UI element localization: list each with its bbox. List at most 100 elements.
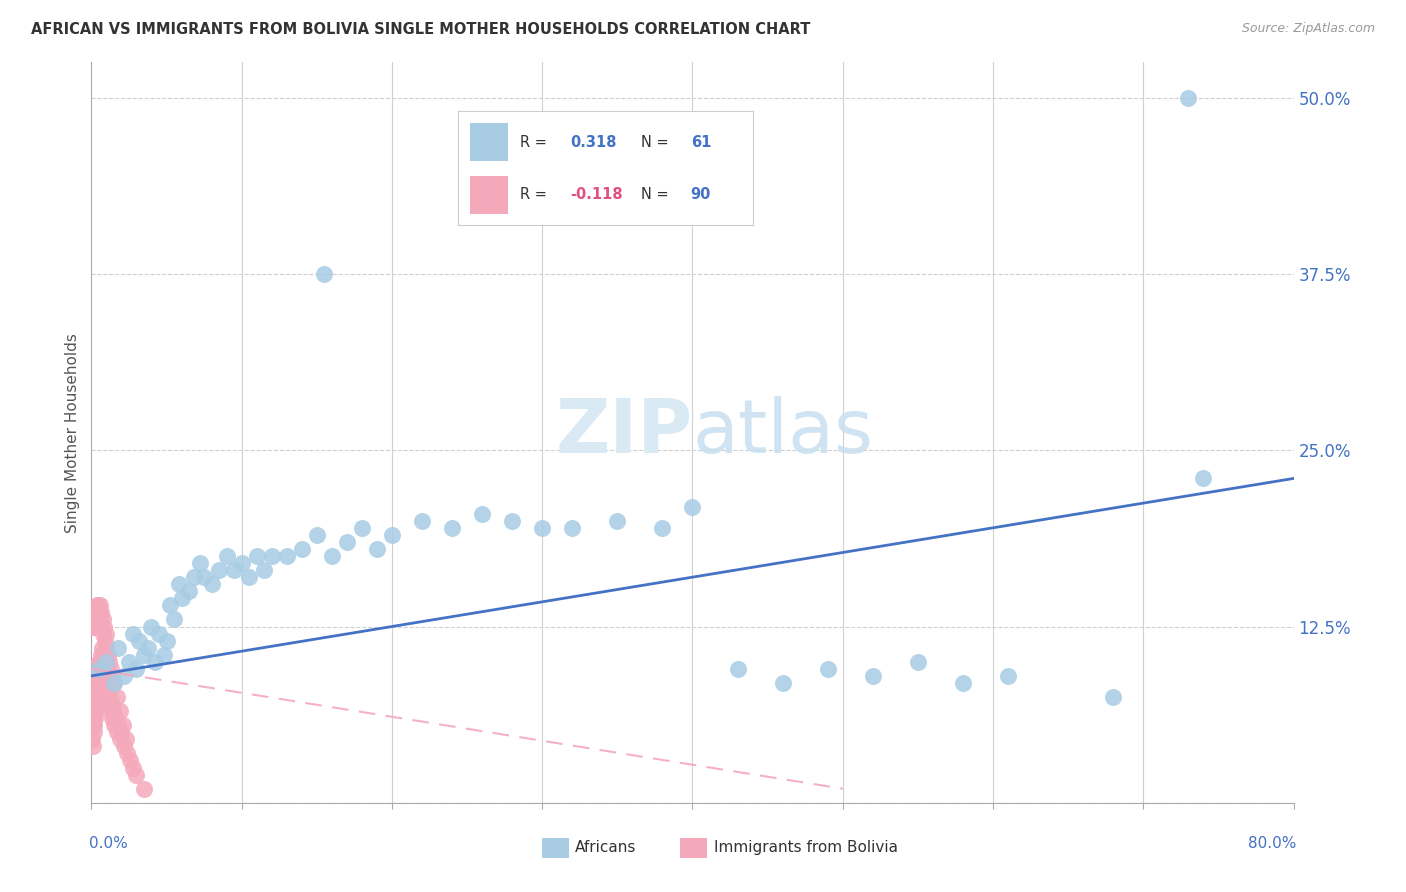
Text: atlas: atlas xyxy=(692,396,873,469)
Point xyxy=(87,662,110,676)
Point xyxy=(89,669,111,683)
Point xyxy=(105,690,128,704)
Point xyxy=(97,690,120,704)
Point xyxy=(82,739,104,754)
Point xyxy=(155,633,177,648)
Point xyxy=(152,648,174,662)
Point xyxy=(82,718,104,732)
Point xyxy=(276,549,298,563)
Point xyxy=(104,711,127,725)
Point xyxy=(83,718,105,732)
Point xyxy=(132,648,155,662)
Point xyxy=(471,507,494,521)
Point xyxy=(86,669,108,683)
Point xyxy=(132,781,155,796)
Point xyxy=(111,718,134,732)
Point xyxy=(82,619,104,633)
Point xyxy=(98,655,121,669)
Point xyxy=(103,676,125,690)
Point xyxy=(170,591,193,606)
Point xyxy=(1192,471,1215,485)
Point xyxy=(83,725,105,739)
Point xyxy=(90,640,112,655)
Point xyxy=(681,500,703,514)
Y-axis label: Single Mother Households: Single Mother Households xyxy=(65,333,80,533)
Point xyxy=(89,612,111,626)
Point xyxy=(82,711,104,725)
Point xyxy=(291,541,314,556)
Point xyxy=(94,669,117,683)
Point xyxy=(122,760,145,774)
Point xyxy=(501,514,523,528)
Point xyxy=(381,528,404,542)
Point xyxy=(314,267,336,281)
Point xyxy=(817,662,839,676)
Point xyxy=(98,690,121,704)
Point xyxy=(138,640,160,655)
Point xyxy=(238,570,260,584)
FancyBboxPatch shape xyxy=(681,838,707,858)
Point xyxy=(440,521,463,535)
Point xyxy=(115,732,138,747)
Point xyxy=(224,563,246,577)
Text: ZIP: ZIP xyxy=(555,396,692,469)
Point xyxy=(183,570,205,584)
Point xyxy=(862,669,884,683)
Point xyxy=(177,584,200,599)
Point xyxy=(90,619,112,633)
Point xyxy=(87,662,110,676)
Point xyxy=(89,599,111,613)
Point xyxy=(96,640,118,655)
Point xyxy=(336,535,359,549)
Point xyxy=(97,648,120,662)
Point xyxy=(87,676,110,690)
Point xyxy=(215,549,238,563)
Text: Source: ZipAtlas.com: Source: ZipAtlas.com xyxy=(1241,22,1375,36)
Text: 0.0%: 0.0% xyxy=(89,836,128,851)
Point xyxy=(87,599,110,613)
Point xyxy=(91,655,114,669)
Point xyxy=(90,655,112,669)
Point xyxy=(772,676,794,690)
Point xyxy=(163,612,186,626)
Point xyxy=(84,612,107,626)
Point xyxy=(100,704,122,718)
Point xyxy=(97,683,120,698)
Point xyxy=(561,521,583,535)
Point xyxy=(107,640,129,655)
Point xyxy=(94,669,117,683)
FancyBboxPatch shape xyxy=(543,838,568,858)
Point xyxy=(305,528,328,542)
Point xyxy=(100,697,122,711)
Point xyxy=(82,732,104,747)
Point xyxy=(1177,91,1199,105)
Point xyxy=(83,612,105,626)
Point xyxy=(84,606,107,620)
Point xyxy=(103,718,125,732)
Point xyxy=(93,626,115,640)
Point xyxy=(84,711,107,725)
Point xyxy=(952,676,974,690)
Point xyxy=(260,549,283,563)
Point xyxy=(94,626,117,640)
Text: AFRICAN VS IMMIGRANTS FROM BOLIVIA SINGLE MOTHER HOUSEHOLDS CORRELATION CHART: AFRICAN VS IMMIGRANTS FROM BOLIVIA SINGL… xyxy=(31,22,810,37)
Point xyxy=(651,521,673,535)
Point xyxy=(107,718,129,732)
Point xyxy=(1102,690,1125,704)
Text: Immigrants from Bolivia: Immigrants from Bolivia xyxy=(714,840,898,855)
Point xyxy=(93,662,115,676)
Point xyxy=(101,704,124,718)
Point xyxy=(83,697,105,711)
Point xyxy=(86,690,108,704)
Point xyxy=(91,612,114,626)
Point xyxy=(321,549,343,563)
Point xyxy=(100,662,122,676)
Point xyxy=(83,606,105,620)
Point xyxy=(90,606,112,620)
Point xyxy=(143,655,166,669)
Point xyxy=(246,549,269,563)
Point xyxy=(118,655,141,669)
Point xyxy=(84,690,107,704)
Point xyxy=(208,563,231,577)
Point xyxy=(125,767,148,781)
